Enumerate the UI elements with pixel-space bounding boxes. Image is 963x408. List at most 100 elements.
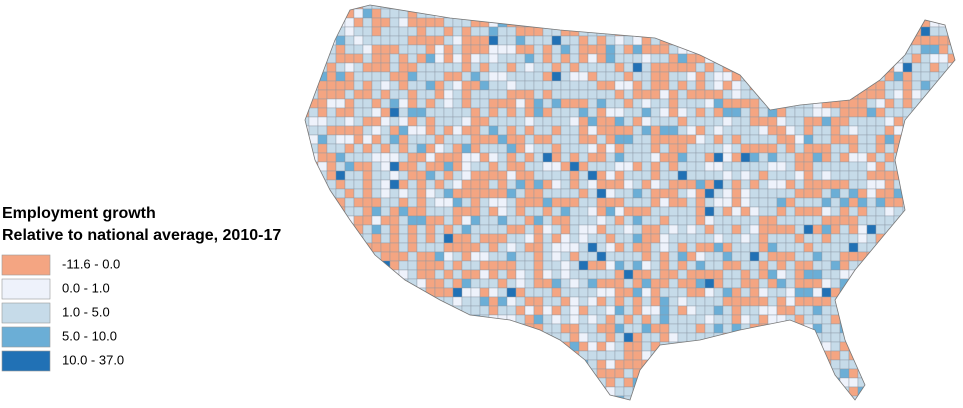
county <box>488 26 499 37</box>
county <box>911 359 922 370</box>
county <box>812 215 823 226</box>
county <box>767 377 778 388</box>
county <box>875 98 886 109</box>
county <box>767 368 778 379</box>
county <box>785 170 796 181</box>
county <box>821 161 832 172</box>
county <box>542 134 553 145</box>
county <box>551 260 562 271</box>
county <box>542 395 553 400</box>
county <box>578 188 589 199</box>
county <box>416 170 427 181</box>
county <box>452 260 463 271</box>
county <box>353 125 364 136</box>
county <box>614 332 625 343</box>
county <box>605 62 616 73</box>
county <box>380 224 391 235</box>
county <box>957 9 963 18</box>
county <box>389 89 400 100</box>
county <box>677 26 688 37</box>
county <box>542 5 553 10</box>
county <box>911 377 922 388</box>
county <box>560 278 571 289</box>
county <box>596 8 607 19</box>
county <box>758 215 769 226</box>
county <box>821 386 832 397</box>
county <box>497 395 508 400</box>
county <box>416 269 427 280</box>
county <box>884 305 895 316</box>
county <box>425 341 436 352</box>
county <box>957 261 963 270</box>
county <box>812 314 823 325</box>
county <box>461 188 472 199</box>
county <box>515 260 526 271</box>
county <box>740 143 751 154</box>
county <box>434 134 445 145</box>
county <box>305 35 310 46</box>
county <box>524 134 535 145</box>
county <box>578 323 589 334</box>
county <box>632 152 643 163</box>
county <box>614 206 625 217</box>
county <box>479 323 490 334</box>
county <box>305 26 310 37</box>
county <box>362 143 373 154</box>
county <box>731 152 742 163</box>
county <box>857 197 868 208</box>
county <box>947 98 955 109</box>
county <box>362 188 373 199</box>
county <box>542 170 553 181</box>
county <box>957 189 963 198</box>
county <box>524 314 535 325</box>
county <box>344 296 355 307</box>
county <box>884 98 895 109</box>
county <box>587 188 598 199</box>
county <box>677 287 688 298</box>
county <box>587 305 598 316</box>
county <box>488 341 499 352</box>
county <box>731 287 742 298</box>
county <box>497 386 508 397</box>
county <box>434 269 445 280</box>
county <box>668 278 679 289</box>
county <box>641 161 652 172</box>
county <box>443 53 454 64</box>
county <box>668 89 679 100</box>
county <box>416 395 427 400</box>
county <box>407 5 418 10</box>
county <box>957 198 963 207</box>
county <box>569 161 580 172</box>
county <box>749 260 760 271</box>
county <box>875 179 886 190</box>
county <box>443 71 454 82</box>
county <box>443 152 454 163</box>
county <box>957 90 963 99</box>
county <box>821 134 832 145</box>
county <box>641 89 652 100</box>
county <box>614 62 625 73</box>
county <box>623 323 634 334</box>
county <box>425 17 436 28</box>
county <box>515 386 526 397</box>
county <box>794 350 805 361</box>
county <box>551 197 562 208</box>
county <box>911 332 922 343</box>
county <box>470 170 481 181</box>
county <box>380 188 391 199</box>
county <box>560 179 571 190</box>
county <box>704 8 715 19</box>
county <box>434 161 445 172</box>
county <box>533 197 544 208</box>
county <box>371 62 382 73</box>
county <box>452 143 463 154</box>
county <box>506 134 517 145</box>
county <box>722 161 733 172</box>
county <box>398 44 409 55</box>
county <box>812 170 823 181</box>
county <box>560 269 571 280</box>
county <box>371 296 382 307</box>
county <box>902 71 913 82</box>
county <box>776 242 787 253</box>
county <box>938 341 949 352</box>
